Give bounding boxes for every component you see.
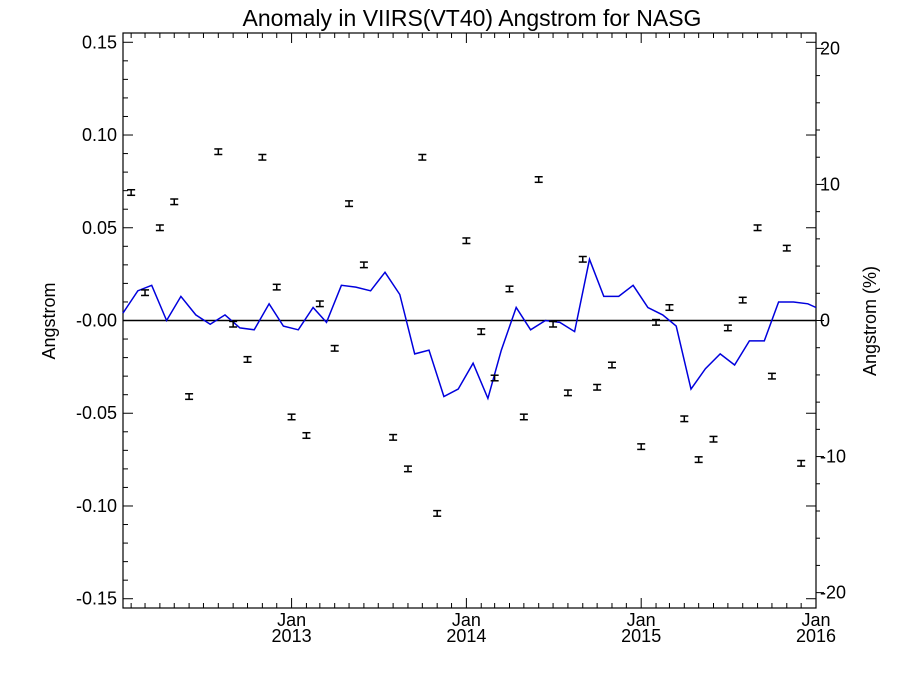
errorbar-point bbox=[505, 285, 514, 293]
errorbar-point bbox=[607, 361, 616, 369]
errorbar-point bbox=[258, 153, 267, 161]
errorbar-point bbox=[519, 413, 528, 421]
errorbar-point bbox=[229, 320, 238, 328]
errorbar-point bbox=[330, 344, 339, 352]
errorbar-point bbox=[593, 383, 602, 391]
errorbar-point bbox=[170, 198, 179, 206]
series-layer bbox=[122, 148, 817, 517]
chart-title: Anomaly in VIIRS(VT40) Angstrom for NASG bbox=[243, 5, 702, 31]
y-tick-label: -0.10 bbox=[76, 496, 117, 516]
plot-frame bbox=[122, 32, 817, 609]
errorbar-point bbox=[477, 328, 486, 336]
errorbar-point bbox=[389, 433, 398, 441]
y-tick-label: 0.05 bbox=[82, 218, 117, 238]
y2-tick-label: -10 bbox=[820, 447, 846, 467]
errorbar-point bbox=[694, 456, 703, 464]
errorbar-point bbox=[490, 374, 499, 382]
errorbar-point bbox=[563, 389, 572, 397]
y-tick-label: 0.15 bbox=[82, 32, 117, 52]
y2-tick-label: 20 bbox=[820, 38, 840, 58]
errorbar-point bbox=[155, 224, 164, 232]
y-tick-label: 0.10 bbox=[82, 125, 117, 145]
y-tick-label: -0.15 bbox=[76, 589, 117, 609]
anomaly-line-series bbox=[122, 256, 817, 401]
errorbar-point bbox=[345, 200, 354, 208]
errorbar-point bbox=[185, 393, 194, 401]
y2-tick-label: -20 bbox=[820, 583, 846, 603]
x-tick-year-label: 2014 bbox=[446, 626, 486, 646]
x-tick-month-label: Jan bbox=[801, 610, 830, 630]
y-tick-label: -0.05 bbox=[76, 403, 117, 423]
errorbar-point bbox=[418, 153, 427, 161]
x-tick-year-label: 2013 bbox=[272, 626, 312, 646]
errorbar-point bbox=[578, 255, 587, 263]
errorbar-point bbox=[709, 435, 718, 443]
errorbar-point bbox=[723, 324, 732, 332]
errorbar-point bbox=[549, 320, 558, 328]
y-axis-ticks: 0.15 0.10 0.05 -0.00 -0.05 -0.10 -0.15 bbox=[76, 32, 816, 609]
errorbar-point bbox=[665, 303, 674, 312]
errorbar-point bbox=[797, 459, 806, 467]
errorbar-point bbox=[753, 224, 762, 232]
errorbar-point bbox=[403, 465, 412, 473]
errorbar-point bbox=[214, 148, 223, 156]
errorbar-point bbox=[767, 372, 776, 380]
errorbar-point bbox=[127, 188, 136, 197]
errorbar-point bbox=[359, 261, 368, 269]
y2-axis-ticks: 20 10 0 -10 -20 bbox=[816, 38, 846, 603]
y2-axis-label: Angstrom (%) bbox=[860, 266, 880, 376]
errorbar-point bbox=[287, 413, 296, 421]
errorbar-point bbox=[462, 237, 471, 245]
x-tick-month-label: Jan bbox=[452, 610, 481, 630]
x-tick-year-label: 2015 bbox=[621, 626, 661, 646]
y-axis-label: Angstrom bbox=[39, 282, 59, 359]
errorbar-point bbox=[272, 283, 281, 291]
errorbar-point bbox=[782, 244, 791, 252]
y-tick-label: -0.00 bbox=[76, 311, 117, 331]
y2-tick-label: 10 bbox=[820, 174, 840, 194]
errorbar-point bbox=[680, 415, 689, 423]
errorbar-point bbox=[302, 431, 311, 440]
x-tick-month-label: Jan bbox=[627, 610, 656, 630]
y2-tick-label: 0 bbox=[820, 311, 830, 331]
errorbar-point bbox=[433, 509, 442, 517]
errorbar-point bbox=[141, 289, 150, 297]
x-tick-year-label: 2016 bbox=[796, 626, 836, 646]
x-tick-month-label: Jan bbox=[277, 610, 306, 630]
errorbar-point bbox=[315, 300, 324, 308]
errorbar-point bbox=[243, 355, 252, 363]
errorbar-point bbox=[652, 318, 661, 326]
errorbar-point bbox=[534, 176, 543, 184]
errorbar-point bbox=[637, 443, 646, 451]
errorbar-point bbox=[738, 296, 747, 304]
